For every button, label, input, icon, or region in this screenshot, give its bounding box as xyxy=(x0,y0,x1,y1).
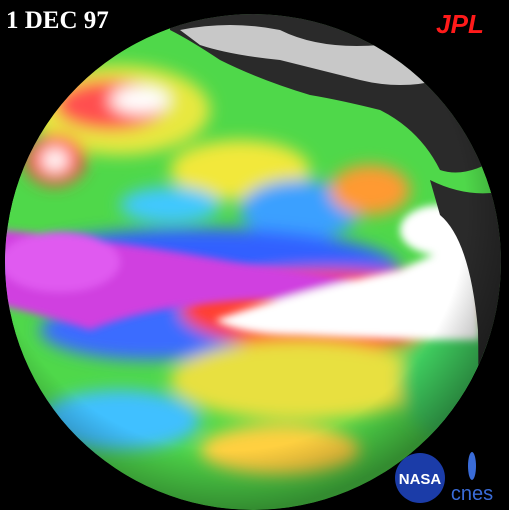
nasa-logo-disc xyxy=(395,453,445,503)
jpl-logo: JPL xyxy=(436,9,484,39)
cnes-logo: cnes xyxy=(451,483,493,505)
nasa-logo: NASA xyxy=(399,471,442,488)
date-label: 1 DEC 97 xyxy=(6,7,109,34)
globe-shade xyxy=(5,14,501,510)
cnes-mark xyxy=(468,452,476,480)
